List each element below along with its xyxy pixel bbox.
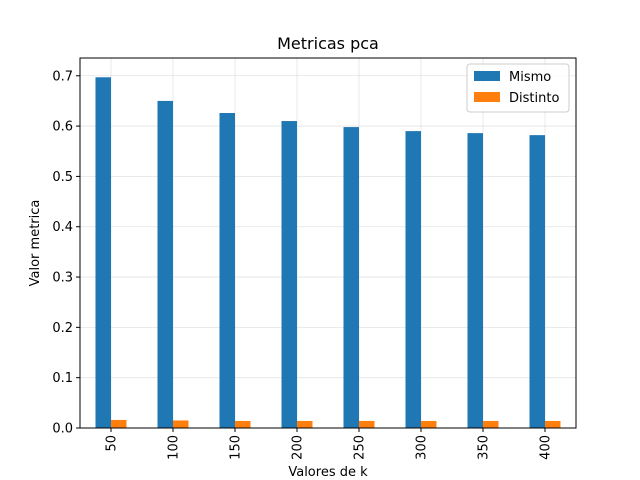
bars <box>95 77 561 429</box>
legend: Mismo Distinto <box>466 63 570 113</box>
bar-distinto-100 <box>173 420 189 428</box>
y-tick-label: 0.0 <box>52 422 73 437</box>
x-axis: 50 100 150 200 250 300 350 400 <box>105 428 554 460</box>
bar-mismo-350 <box>467 133 483 429</box>
x-tick-label: 200 <box>291 435 306 460</box>
bar-distinto-250 <box>359 420 375 428</box>
y-tick-label: 0.6 <box>52 120 73 135</box>
y-axis-label: Valor metrica <box>28 200 43 287</box>
bar-distinto-150 <box>235 420 251 428</box>
x-tick-label: 350 <box>477 435 492 460</box>
x-tick-label: 100 <box>167 435 182 460</box>
x-tick-label: 300 <box>415 435 430 460</box>
bar-mismo-250 <box>343 127 359 428</box>
bar-distinto-300 <box>421 420 437 428</box>
x-tick-label: 400 <box>539 435 554 460</box>
bar-distinto-350 <box>483 420 499 428</box>
bar-mismo-400 <box>529 135 545 428</box>
legend-swatch-mismo <box>474 71 500 81</box>
bar-mismo-150 <box>219 112 235 428</box>
y-axis: 0.0 0.1 0.2 0.3 0.4 0.5 0.6 0.7 <box>52 69 80 437</box>
bar-distinto-200 <box>297 420 313 428</box>
y-tick-label: 0.7 <box>52 69 73 84</box>
bar-mismo-300 <box>405 131 421 428</box>
bar-mismo-200 <box>281 121 297 429</box>
bar-distinto-50 <box>111 419 127 428</box>
y-tick-label: 0.1 <box>52 371 73 386</box>
y-tick-label: 0.2 <box>52 321 73 336</box>
y-tick-label: 0.3 <box>52 271 73 286</box>
bar-mismo-100 <box>157 100 173 429</box>
y-tick-label: 0.4 <box>52 220 73 235</box>
x-tick-label: 250 <box>353 435 368 460</box>
bar-distinto-400 <box>545 420 561 428</box>
x-tick-label: 50 <box>105 435 120 452</box>
legend-swatch-distinto <box>474 92 500 102</box>
chart-title: Metricas pca <box>277 34 379 53</box>
legend-label-mismo: Mismo <box>509 70 551 85</box>
legend-label-distinto: Distinto <box>509 91 559 106</box>
y-tick-label: 0.5 <box>52 170 73 185</box>
grid-lines <box>80 58 576 429</box>
plot-frame <box>79 57 577 429</box>
x-axis-label: Valores de k <box>288 465 368 480</box>
bar-mismo-50 <box>95 77 111 429</box>
x-tick-label: 150 <box>229 435 244 460</box>
